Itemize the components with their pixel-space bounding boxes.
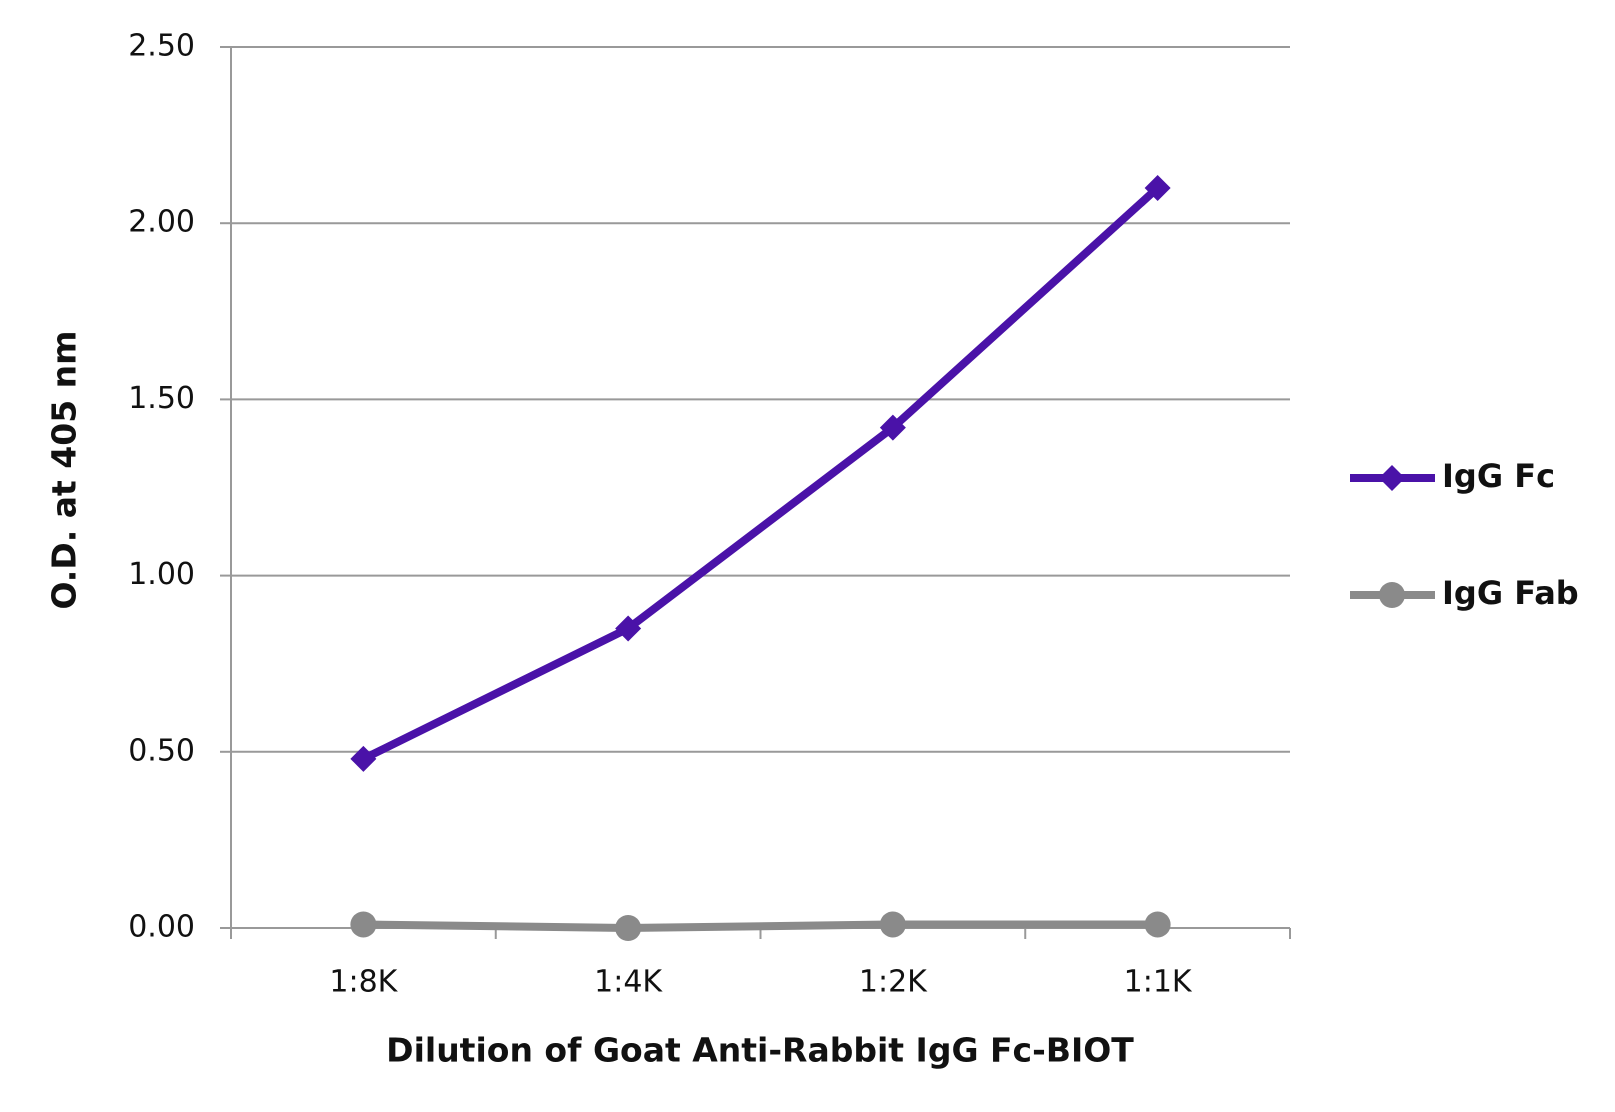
x-axis-title: Dilution of Goat Anti-Rabbit IgG Fc-BIOT xyxy=(386,1031,1134,1070)
y-axis-title: O.D. at 405 nm xyxy=(45,330,84,609)
y-tick-label: 2.50 xyxy=(128,29,195,64)
marker xyxy=(350,745,377,772)
series-line xyxy=(363,920,1158,932)
legend-label: IgG Fc xyxy=(1442,457,1555,495)
legend-marker xyxy=(1379,465,1405,491)
x-tick-label: 1:2K xyxy=(859,965,928,1000)
y-tick-label: 0.00 xyxy=(128,910,195,945)
x-tick-label: 1:1K xyxy=(1124,965,1193,1000)
marker xyxy=(1144,911,1171,938)
x-tick-label: 1:8K xyxy=(329,965,398,1000)
legend-label: IgG Fab xyxy=(1442,574,1579,612)
marker xyxy=(879,414,906,441)
marker xyxy=(615,615,642,642)
y-tick-label: 1.50 xyxy=(128,381,195,416)
marker xyxy=(350,911,377,938)
legend-marker xyxy=(1379,582,1405,608)
marker xyxy=(1144,174,1171,201)
series-line xyxy=(361,184,1161,763)
marker xyxy=(615,915,642,941)
y-tick-label: 0.50 xyxy=(128,733,195,768)
y-tick-label: 1.00 xyxy=(128,557,195,592)
x-tick-label: 1:4K xyxy=(594,965,663,1000)
y-tick-label: 2.00 xyxy=(128,205,195,240)
marker xyxy=(879,911,906,938)
